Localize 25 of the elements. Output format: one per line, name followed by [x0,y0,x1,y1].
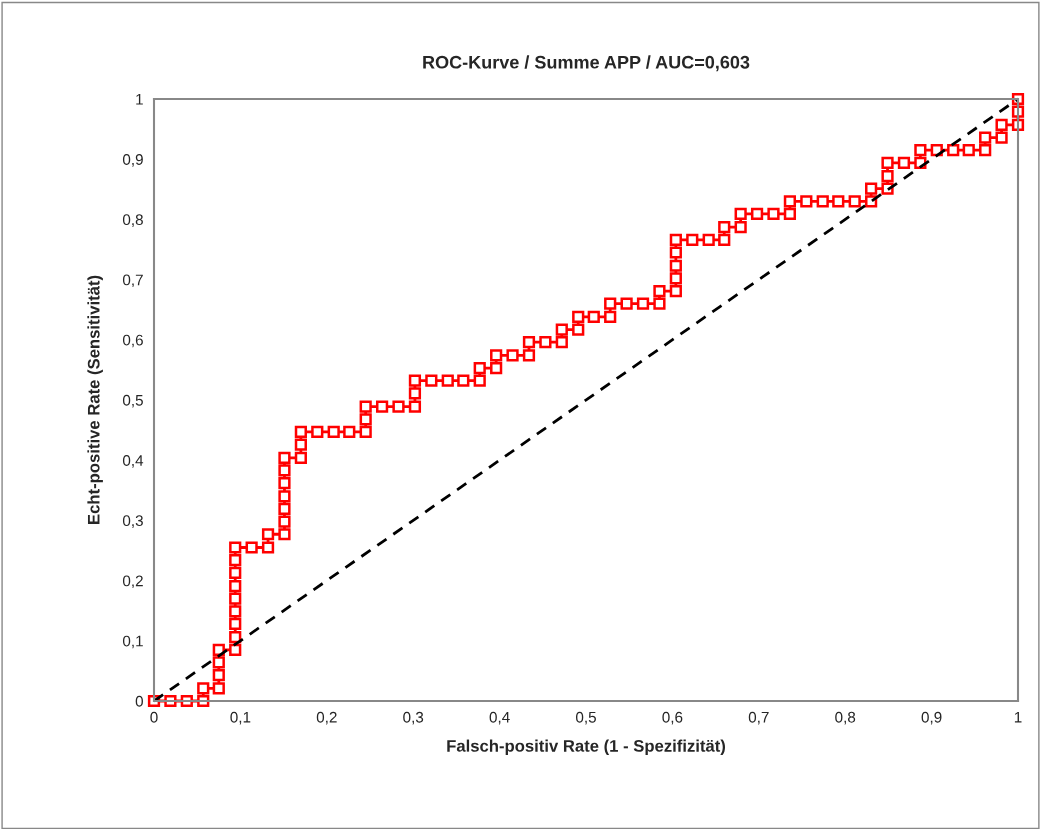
x-tick-label: 0,6 [662,711,683,725]
y-axis-title: Echt-positive Rate (Sensitivität) [87,275,103,524]
y-tick-label: 0,9 [122,154,143,167]
y-tick-label: 0,2 [122,575,143,589]
x-tick-label: 0 [150,711,158,723]
y-tick-label: 0,1 [122,635,143,649]
x-tick-label: 0,4 [489,711,510,725]
x-tick-label: 0,7 [748,711,769,725]
y-tick-label: 0,5 [122,394,143,408]
x-tick-label: 0,5 [575,711,596,725]
x-axis-title: Falsch-positiv Rate (1 - Spezifizität) [447,739,726,756]
x-tick-label: 0,9 [921,711,942,725]
y-tick-label: 0,6 [122,334,143,348]
x-tick-label: 0,3 [403,711,424,725]
chart-title: ROC-Kurve / Summe APP / AUC=0,603 [423,55,750,72]
y-tick-label: 0,7 [122,274,143,288]
x-tick-label: 0,8 [835,711,856,725]
y-tick-label: 0 [135,695,143,707]
y-tick-label: 0,3 [122,515,143,528]
x-tick-label: 1 [1014,711,1022,723]
y-tick-label: 0,4 [122,455,144,468]
y-tick-label: 0,8 [122,214,143,227]
y-tick-label: 1 [136,94,143,105]
x-tick-label: 0,2 [316,711,337,725]
x-tick-label: 0,1 [230,711,251,725]
